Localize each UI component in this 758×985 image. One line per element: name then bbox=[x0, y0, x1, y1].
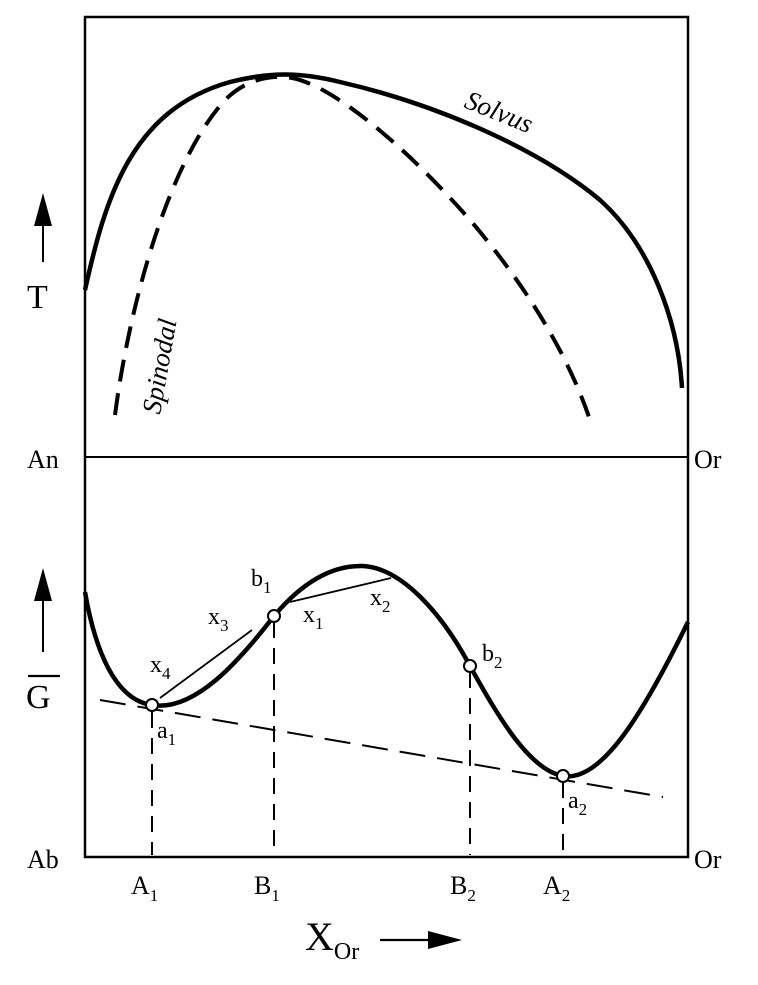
chord-x3-x4 bbox=[159, 629, 253, 699]
bottom-right-end-label: Or bbox=[694, 845, 722, 874]
x-tick-a1: A1 bbox=[131, 871, 158, 905]
point-a2-label: a2 bbox=[568, 788, 587, 819]
point-a2-marker bbox=[556, 769, 570, 783]
free-energy-arrow-icon bbox=[34, 568, 52, 652]
spinodal-curve bbox=[113, 74, 592, 421]
top-left-end-label: An bbox=[27, 445, 59, 474]
diagram-frame bbox=[83, 15, 690, 859]
tangent-x4-label: x4 bbox=[150, 652, 171, 683]
point-a1-label: a1 bbox=[157, 718, 176, 749]
point-b1-label: b1 bbox=[251, 566, 272, 597]
point-b2-marker bbox=[463, 659, 477, 673]
temperature-arrow-icon bbox=[34, 193, 52, 262]
point-b1-marker bbox=[267, 609, 281, 623]
solvus-label: Solvus bbox=[461, 85, 538, 139]
solvus-curve bbox=[82, 72, 685, 389]
spinodal-label: Spinodal bbox=[136, 316, 182, 416]
free-energy-axis-label: G bbox=[26, 679, 51, 716]
bottom-left-end-label: Ab bbox=[27, 845, 59, 874]
temperature-axis-label: T bbox=[27, 279, 48, 316]
tangent-x1-label: x1 bbox=[303, 602, 324, 633]
composition-axis-label: XOr bbox=[305, 914, 359, 965]
tangent-x3-label: x3 bbox=[208, 604, 229, 635]
composition-arrow-icon bbox=[380, 931, 462, 949]
top-right-end-label: Or bbox=[694, 445, 722, 474]
chord-x1-x2 bbox=[289, 577, 392, 603]
common-tangent-line bbox=[99, 699, 664, 798]
x-tick-b2: B2 bbox=[450, 871, 476, 905]
tangent-x2-label: x2 bbox=[370, 585, 391, 616]
point-a1-marker bbox=[145, 698, 159, 712]
point-b2-label: b2 bbox=[482, 641, 503, 672]
x-tick-b1: B1 bbox=[254, 871, 280, 905]
x-tick-a2: A2 bbox=[543, 871, 570, 905]
